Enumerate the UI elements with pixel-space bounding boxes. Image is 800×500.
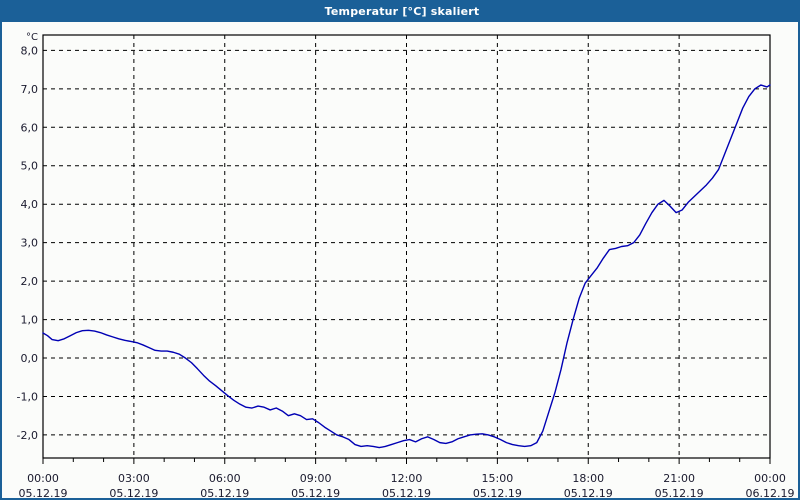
x-tick-date-label: 05.12.19: [291, 487, 340, 500]
x-tick-date-label: 05.12.19: [109, 487, 158, 500]
x-tick-date-label: 05.12.19: [19, 487, 68, 500]
x-tick-time-label: 00:00: [27, 472, 59, 485]
x-tick-date-label: 05.12.19: [473, 487, 522, 500]
y-axis-tick-labels: 8,0 7,0 6,0 5,0 4,0 3,0 2,0 1,0 0,0 -1,0 -2,0: [17, 44, 38, 442]
x-tick-time-label: 15:00: [482, 472, 514, 485]
x-tick-time-label: 00:00: [754, 472, 786, 485]
y-tick-label: 4,0: [21, 198, 39, 211]
y-tick-label: 7,0: [21, 83, 39, 96]
x-minor-ticks: [42, 458, 771, 464]
y-tick-label: 8,0: [21, 44, 39, 57]
y-tick-label: 0,0: [21, 352, 39, 365]
x-tick-date-label: 05.12.19: [200, 487, 249, 500]
y-tick-label: 2,0: [21, 275, 39, 288]
temperature-line-chart: 8,0 7,0 6,0 5,0 4,0 3,0 2,0 1,0 0,0 -1,0 -2,0 00:0…: [17, 32, 795, 500]
y-tick-label: 6,0: [21, 121, 39, 134]
x-tick-date-label: 06.12.19: [746, 487, 795, 500]
x-tick-time-label: 09:00: [300, 472, 332, 485]
y-tick-label: -2,0: [17, 429, 38, 442]
x-tick-date-label: 05.12.19: [655, 487, 704, 500]
x-gridlines: [133, 35, 680, 458]
window-title-bar: Temperatur [°C] skaliert: [2, 2, 798, 22]
chart-plot-area: 8,0 7,0 6,0 5,0 4,0 3,0 2,0 1,0 0,0 -1,0 -2,0 00:0…: [2, 22, 798, 500]
temperature-series-line: [42, 84, 771, 449]
y-tick-label: -1,0: [17, 390, 38, 403]
x-axis-tick-labels: 00:00 05.12.19 03:00 05.12.19 06:00 05.12.19 0…: [19, 472, 795, 500]
x-tick-time-label: 21:00: [663, 472, 695, 485]
y-tick-label: 5,0: [21, 160, 39, 173]
x-tick-time-label: 03:00: [118, 472, 150, 485]
x-tick-time-label: 12:00: [391, 472, 423, 485]
y-tick-label: 3,0: [21, 237, 39, 250]
y-tick-label: 1,0: [21, 314, 39, 327]
x-tick-date-label: 05.12.19: [382, 487, 431, 500]
x-tick-time-label: 18:00: [572, 472, 604, 485]
x-tick-time-label: 06:00: [209, 472, 241, 485]
x-tick-date-label: 05.12.19: [564, 487, 613, 500]
y-axis-unit-label: °C: [26, 32, 38, 43]
